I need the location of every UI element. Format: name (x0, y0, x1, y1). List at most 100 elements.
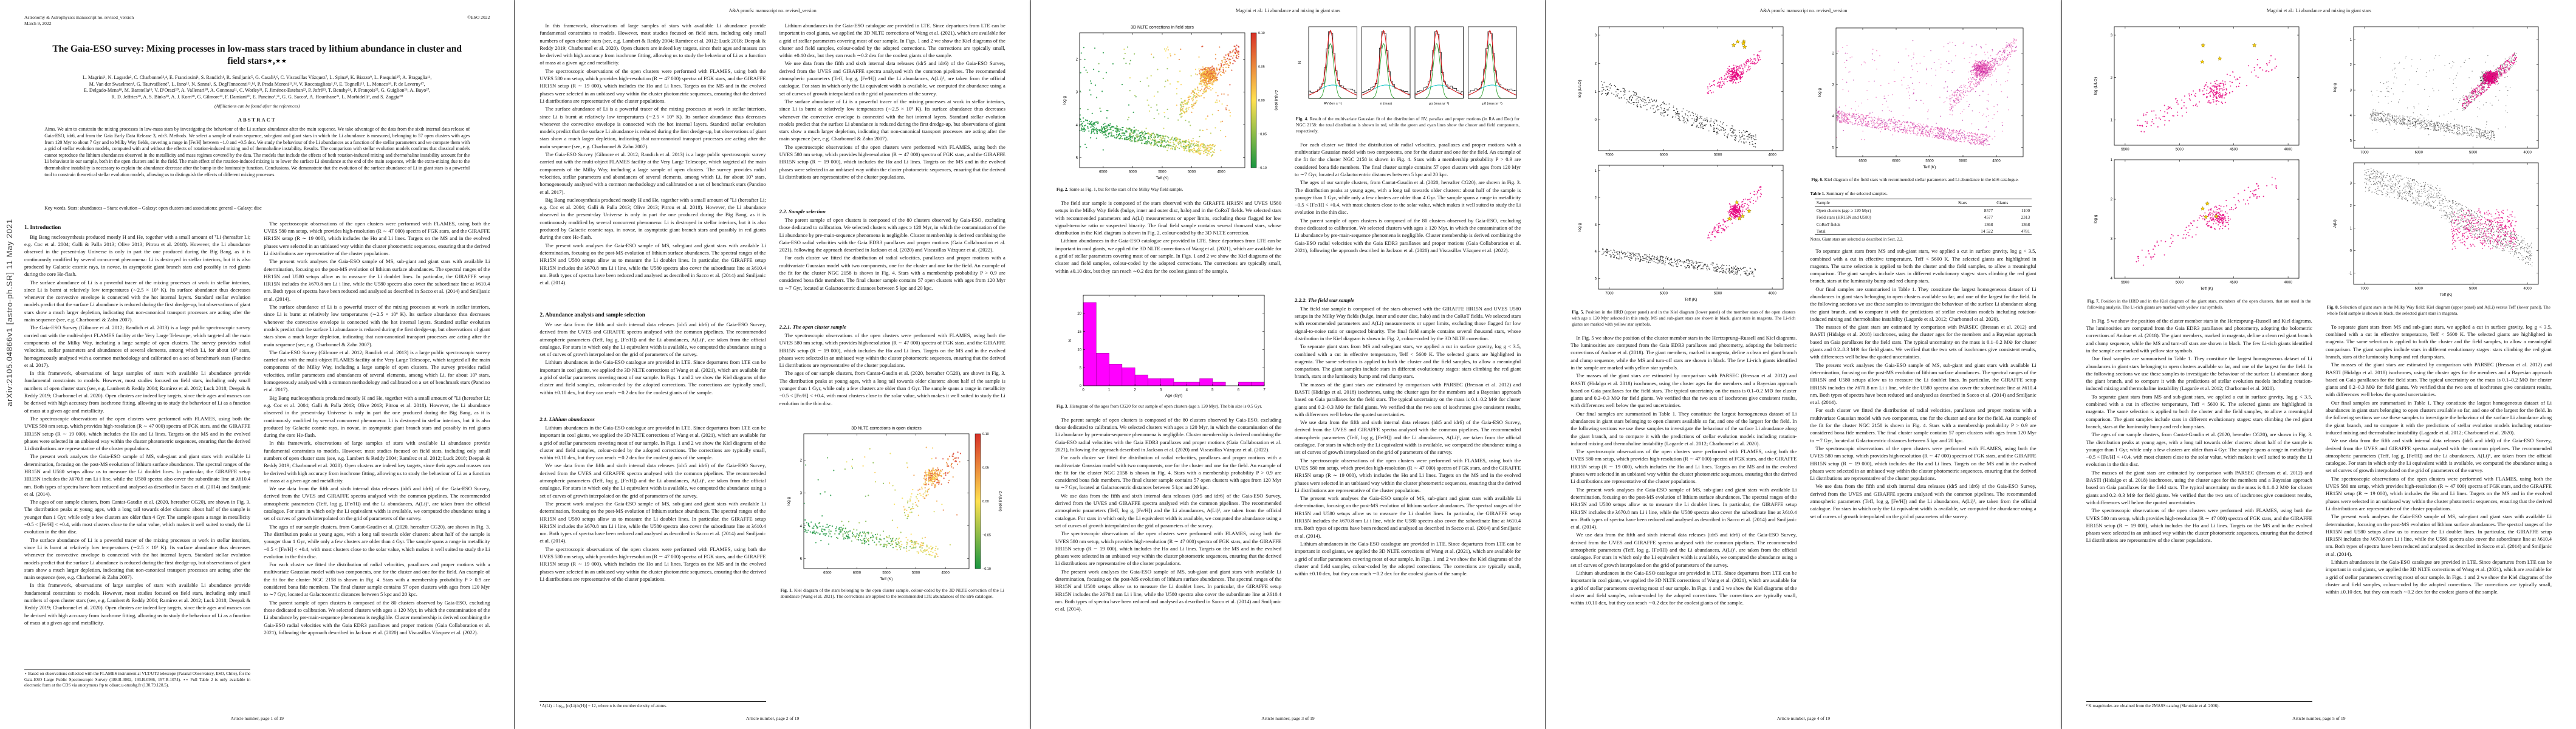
svg-text:Teff (K): Teff (K) (1685, 298, 1697, 302)
paragraph: Our final samples are summarised in Tabl… (1571, 410, 1797, 447)
svg-text:6000: 6000 (1660, 292, 1668, 296)
table-header-row: Sample Stars Giants (1814, 199, 2032, 207)
figure-8-caption-text: Selection of giant stars in the Milky Wa… (2326, 304, 2550, 316)
text-block: To separate giant stars from MS and sub-… (1810, 247, 2036, 710)
page-1-left-column: 1. Introduction Big Bang nucleosynthesis… (24, 220, 251, 689)
svg-text:0.10: 0.10 (1258, 32, 1265, 35)
paragraph: The present work analyses the Gaia-ESO s… (2325, 513, 2552, 557)
svg-text:5000: 5000 (1714, 154, 1722, 157)
svg-text:1: 1 (1595, 91, 1597, 94)
running-footer: Article number, page 1 of 19 (230, 716, 284, 721)
page-1-right-column: The spectroscopic observations of the op… (264, 220, 490, 689)
running-footer: Article number, page 2 of 19 (745, 716, 800, 721)
table-cell: 4577 (1984, 214, 1993, 221)
svg-text:1: 1 (1595, 169, 1597, 173)
figure-1: 3D NLTE corrections in open clusters 6500… (779, 423, 1005, 604)
paragraph: The present work analyses the Gaia-ESO s… (540, 242, 766, 286)
svg-text:Teff (K): Teff (K) (1156, 176, 1168, 180)
svg-text:5000: 5000 (1714, 292, 1722, 296)
paragraph: In this framework, observations of large… (264, 440, 490, 484)
running-header: A&A proofs: manuscript no. revised_versi… (1759, 8, 1848, 13)
running-header: Magrini et al.: Li abundance and mixing … (2266, 8, 2371, 13)
table-cell: CoRoT fields (1816, 221, 1841, 227)
svg-text:3: 3 (1595, 34, 1597, 38)
svg-text:log g: log g (787, 497, 791, 505)
table-row: Total 14 522 4781 (1815, 228, 2032, 235)
running-footer: Article number, page 3 of 19 (1261, 716, 1315, 721)
svg-text:0.00: 0.00 (1258, 99, 1265, 103)
text-block: Lithium abundances in the Gaia-ESO catal… (779, 22, 1005, 204)
paper-title: The Gaia-ESO survey: Mixing processes in… (52, 44, 462, 66)
svg-text:0.05: 0.05 (982, 467, 989, 470)
text-block: For each cluster we fitted the distribut… (1295, 141, 1521, 293)
paragraph: For each cluster we fitted the distribut… (1295, 141, 1521, 177)
text-block: The spectroscopic observations of the op… (264, 220, 490, 689)
svg-text:5500: 5500 (1158, 171, 1166, 174)
svg-text:log g: log g (1063, 96, 1067, 104)
arxiv-watermark: arXiv:2105.04866v1 [astro-ph.SR] 11 May … (5, 219, 14, 406)
svg-text:0: 0 (1082, 388, 1084, 392)
page-3-columns: 3D NLTE corrections in field stars 6500 60… (1055, 22, 1521, 710)
paragraph: The spectroscopic observations of the op… (2325, 475, 2552, 512)
paragraph: For each cluster we fitted the distribut… (1810, 407, 2036, 443)
table-cell: 2313 (2021, 214, 2030, 221)
paragraph: We use data from the fifth and sixth int… (1571, 532, 1797, 568)
paragraph: The spectroscopic observations of the op… (1295, 457, 1521, 493)
paragraph: In this framework, observations of large… (540, 22, 766, 66)
page-5-content: 5500 5000 4500 4000 1 2 3 5500 5000 4500 4000 1 2 3 4 T… (2086, 22, 2552, 710)
table-cell: 1100 (2021, 207, 2030, 213)
paragraph: The present work analyses the Gaia-ESO s… (24, 453, 251, 497)
table-cell: 1368 (1984, 221, 1993, 227)
paragraph: The present work analyses the Gaia-ESO s… (540, 500, 766, 544)
page-5-columns: 5500 5000 4500 4000 1 2 3 5500 5000 4500 4000 1 2 3 4 T… (2086, 22, 2552, 710)
svg-text:20: 20 (1077, 312, 1081, 316)
text-block: The parent sample of open clusters is co… (1055, 416, 1281, 710)
figure-1-caption-label: Fig. 1. (780, 587, 793, 593)
svg-text:3: 3 (800, 492, 802, 496)
svg-text:μδ (mas yr⁻¹): μδ (mas yr⁻¹) (1482, 102, 1502, 106)
page-2-columns: In this framework, observations of large… (540, 22, 1005, 710)
svg-text:5000: 5000 (1188, 171, 1196, 174)
paragraph: We use data from the fifth and sixth int… (540, 321, 766, 358)
abstract-label: ABSTRACT (238, 117, 276, 123)
figure-6-caption-label: Fig. 6. (1811, 177, 1823, 182)
table-1-notes: Notes. Giant stars are selected as descr… (1810, 238, 1903, 242)
table-1-grid: Sample Stars Giants Open clusters (age ≥ 12… (1814, 198, 2032, 236)
figure-1-caption: Fig. 1. Kiel diagram of the stars belong… (781, 587, 1004, 600)
author-list: L. Magrini¹, N. Lagarde², C. Charbonnel³… (24, 75, 490, 100)
svg-text:log g: log g (1578, 223, 1582, 231)
page-1-content: Astronomy & Astrophysics manuscript no. … (24, 15, 490, 711)
table-cell: 8577 (1984, 207, 1993, 213)
text-block: To separate giant stars from MS and sub-… (2326, 323, 2552, 710)
paragraph: The ages of our sample clusters, from Ca… (779, 370, 1005, 406)
page-4: A&A proofs: manuscript no. revised_versi… (1546, 0, 2061, 729)
table-1-title: Table 1. Summary of the selected samples… (1810, 191, 2036, 197)
table-1: Table 1. Summary of the selected samples… (1810, 191, 2036, 242)
svg-text:6500: 6500 (1099, 171, 1108, 174)
subsection-heading: 2.2.2. The field star sample (1295, 296, 1354, 303)
page-3-content: 3D NLTE corrections in field stars 6500 60… (1055, 22, 1521, 710)
author-list-line: M. Van der Swaelmen¹, G. Tautvaišienė⁷, … (89, 81, 425, 87)
paragraph: The parent sample of open clusters is co… (1055, 416, 1282, 453)
figure-6: 6500 6000 5500 5000 4500 2 3 4 5 Teff (K) log g Fi… (1810, 22, 2036, 187)
paragraph: Big Bang nucleosynthesis produced mostly… (264, 394, 490, 439)
svg-text:4000: 4000 (1769, 292, 1777, 296)
paragraph: The present work analyses the Gaia-ESO s… (264, 258, 490, 302)
svg-text:6000: 6000 (1660, 154, 1668, 157)
section-heading: 1. Introduction (24, 224, 61, 231)
figure-2-canvas: 3D NLTE corrections in field stars 6500 60… (1063, 26, 1278, 180)
figure-4-caption-text: Result of the multivariate Gaussian fit … (1296, 116, 1520, 134)
svg-text:Δ A(Li) (dex): Δ A(Li) (dex) (1274, 90, 1278, 110)
page-2: A&A proofs: manuscript no. revised_versi… (515, 0, 1030, 729)
eso-copyright: ©ESO 2022 (467, 15, 490, 20)
page-2-left-column: In this framework, observations of large… (540, 22, 766, 710)
svg-text:4: 4 (1595, 250, 1597, 254)
svg-text:2: 2 (800, 459, 802, 463)
paragraph: The present work analyses the Gaia-ESO s… (1810, 361, 2036, 406)
paragraph: The Gaia-ESO Survey (Gilmore et al. 2012… (264, 349, 490, 393)
paragraph: The spectroscopic observations of the op… (540, 546, 766, 582)
svg-text:Teff (K): Teff (K) (880, 577, 892, 581)
